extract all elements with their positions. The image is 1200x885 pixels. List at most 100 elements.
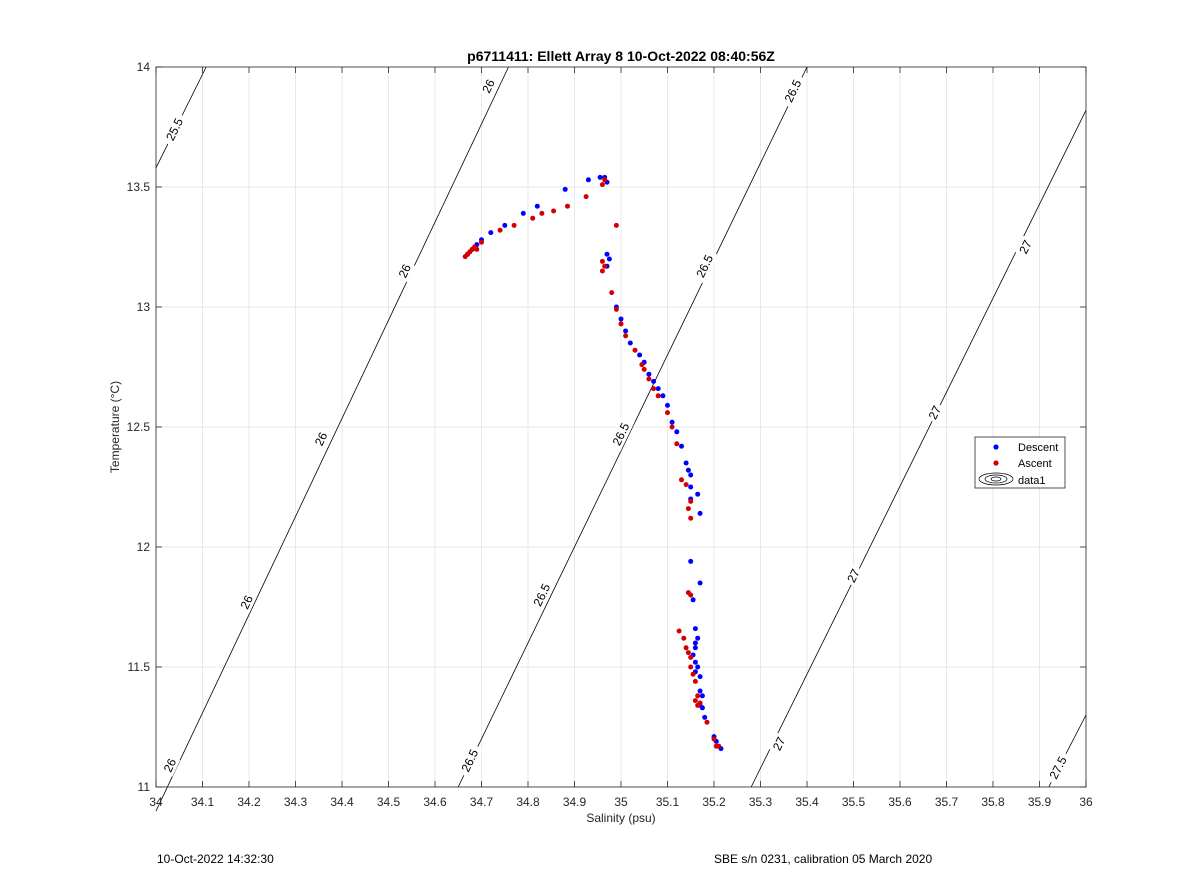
descent-point: [702, 714, 708, 720]
ascent-point: [599, 268, 605, 274]
ascent-point: [551, 208, 557, 214]
contour-label: 27: [1016, 238, 1035, 256]
ascent-point: [602, 263, 608, 269]
contour-label-group: 26: [236, 591, 257, 614]
legend-ascent-marker: [993, 460, 999, 466]
descent-point: [679, 443, 684, 449]
x-tick-label: 34.7: [470, 795, 494, 809]
contour-label: 26: [161, 756, 180, 774]
density-contour-27: [750, 110, 1087, 788]
contour-label-background: [394, 259, 415, 283]
contour-label-background: [768, 732, 790, 755]
ascent-point: [639, 362, 645, 368]
contour-label-group: 26: [310, 427, 332, 451]
descent-point: [699, 705, 705, 711]
descent-point: [637, 352, 643, 358]
descent-point: [618, 316, 624, 322]
descent-point: [674, 429, 680, 435]
ascent-point: [651, 386, 657, 392]
contour-label-group: 27: [924, 401, 946, 424]
ascent-point: [704, 719, 710, 725]
descent-point: [685, 467, 691, 473]
ascent-point: [690, 671, 696, 677]
contour-label-group: 26: [478, 75, 499, 98]
legend-ascent-label: Ascent: [1018, 458, 1052, 470]
ascent-point: [683, 482, 689, 488]
x-tick-label: 34.9: [563, 795, 587, 809]
contour-label: 27: [844, 566, 863, 584]
x-tick-label: 34.2: [237, 795, 261, 809]
contour-label: 27: [770, 734, 789, 752]
ascent-point: [497, 227, 503, 233]
ascent-point: [641, 366, 647, 372]
x-tick-label: 35.1: [656, 795, 680, 809]
descent-point: [646, 371, 652, 377]
ascent-point: [479, 239, 484, 245]
ascent-point: [565, 203, 570, 209]
descent-point: [534, 203, 540, 209]
ascent-point: [618, 321, 624, 327]
contour-label-background: [478, 75, 499, 98]
x-tick-label: 34.4: [330, 795, 354, 809]
contour-label-group: 27: [768, 732, 790, 755]
contour-label-background: [779, 73, 807, 109]
contour-label: 26: [312, 430, 331, 448]
legend-descent-label: Descent: [1018, 442, 1058, 454]
descent-point: [699, 693, 705, 699]
ascent-point: [716, 743, 722, 749]
descent-point: [660, 393, 666, 399]
descent-point: [695, 491, 701, 497]
x-tick-label: 35.4: [795, 795, 819, 809]
descent-point: [502, 222, 508, 228]
contour-label-group: 27: [1015, 235, 1036, 259]
descent-point: [604, 251, 610, 257]
ascent-point: [646, 376, 652, 382]
chart-title: p6711411: Ellett Array 8 10-Oct-2022 08:…: [467, 48, 775, 64]
ascent-point: [688, 592, 694, 598]
ascent-point: [613, 306, 619, 312]
descent-point: [520, 210, 526, 216]
ascent-point: [697, 700, 703, 706]
ascent-point: [632, 347, 638, 353]
descent-point: [697, 688, 703, 694]
descent-point: [597, 174, 603, 180]
density-contour-26.5: [457, 66, 808, 788]
contour-label-background: [1044, 750, 1072, 786]
descent-point: [692, 640, 698, 646]
descent-point: [692, 626, 698, 632]
density-contour-26: [155, 66, 509, 812]
ascent-point: [681, 635, 687, 641]
legend-descent-marker: [993, 444, 999, 450]
ascent-point: [688, 515, 694, 521]
x-tick-label: 34.8: [516, 795, 540, 809]
ascent-point: [674, 441, 680, 447]
ascent-point: [655, 393, 661, 399]
ascent-point: [599, 258, 605, 264]
x-tick-label: 34.3: [284, 795, 308, 809]
y-tick-label: 13: [137, 300, 151, 314]
contour-label-background: [456, 743, 484, 779]
descent-point: [651, 378, 657, 384]
descent-point: [697, 674, 703, 680]
y-tick-label: 12.5: [127, 420, 151, 434]
legend-data1-label: data1: [1018, 475, 1046, 487]
x-axis-ticks: 34 34.1 34.2 34.3 34.4 34.5 34.6 34.7 34.8 34.9 35…: [149, 67, 1093, 809]
contour-label: 26: [238, 593, 257, 611]
y-tick-label: 13.5: [127, 180, 151, 194]
descent-point: [692, 659, 698, 665]
descent-point: [683, 460, 689, 466]
contour-label-background: [161, 111, 189, 147]
x-tick-label: 35.5: [842, 795, 866, 809]
ascent-point: [692, 698, 698, 704]
ascent-point: [530, 215, 536, 221]
ascent-point: [599, 182, 605, 188]
x-tick-label: 34.6: [423, 795, 447, 809]
ascent-point: [539, 210, 545, 216]
y-axis-ticks: 11 11.5 12 12.5 13 13.5 14: [127, 60, 1086, 794]
descent-point: [695, 664, 701, 670]
ascent-point: [665, 410, 670, 416]
descent-point: [488, 230, 494, 236]
descent-point: [627, 340, 633, 346]
descent-point: [562, 186, 568, 192]
ascent-point: [692, 678, 698, 684]
